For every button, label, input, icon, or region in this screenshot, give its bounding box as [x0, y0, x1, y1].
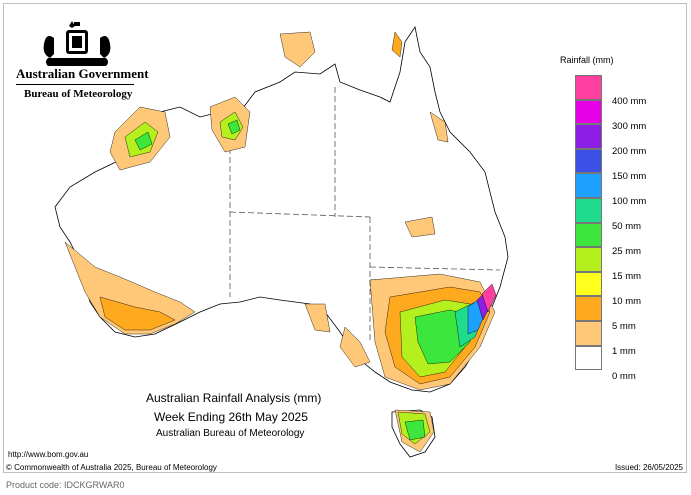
legend-label: 25 mm [612, 246, 642, 257]
legend-title: Rainfall (mm) [560, 55, 614, 65]
legend-swatch-50 [575, 197, 602, 223]
issued-date: Issued: 26/05/2025 [614, 463, 683, 472]
legend-label: 200 mm [612, 146, 647, 157]
map-period: Week Ending 26th May 2025 [154, 410, 308, 424]
legend-label: 5 mm [612, 321, 636, 332]
product-code: Product code: IDCKGRWAR0 [6, 480, 125, 490]
map-title: Australian Rainfall Analysis (mm) [146, 391, 322, 405]
government-name: Australian Government [16, 66, 149, 81]
legend-swatch-300 [575, 99, 602, 125]
coat-of-arms-logo [43, 21, 111, 66]
legend-label: 1 mm [612, 346, 636, 357]
legend-swatch-100 [575, 173, 602, 198]
legend-swatch-10 [575, 271, 602, 297]
legend-swatch-0 [575, 345, 602, 371]
legend-swatch-15 [575, 247, 602, 272]
legend-swatch-400 [575, 75, 602, 100]
legend-label: 15 mm [612, 271, 642, 282]
bureau-name: Bureau of Meteorology [24, 88, 133, 100]
map-source: Australian Bureau of Meteorology [156, 428, 305, 439]
copyright-text: © Commonwealth of Australia 2025, Bureau… [6, 463, 217, 472]
legend-label: 0 mm [612, 371, 636, 382]
header-divider [16, 84, 134, 85]
legend-label: 100 mm [612, 196, 647, 207]
legend-label: 300 mm [612, 121, 647, 132]
legend-swatch-200 [575, 124, 602, 149]
legend-label: 50 mm [612, 221, 642, 232]
legend-swatch-5 [575, 296, 602, 321]
bom-url-link[interactable]: http://www.bom.gov.au [8, 450, 89, 459]
legend-label: 400 mm [612, 96, 647, 107]
legend [575, 75, 603, 371]
legend-swatch-150 [575, 148, 602, 174]
australia-rainfall-map [54, 25, 509, 458]
legend-swatch-25 [575, 222, 602, 248]
legend-label: 10 mm [612, 296, 642, 307]
legend-swatch-1 [575, 320, 602, 346]
legend-label: 150 mm [612, 171, 647, 182]
